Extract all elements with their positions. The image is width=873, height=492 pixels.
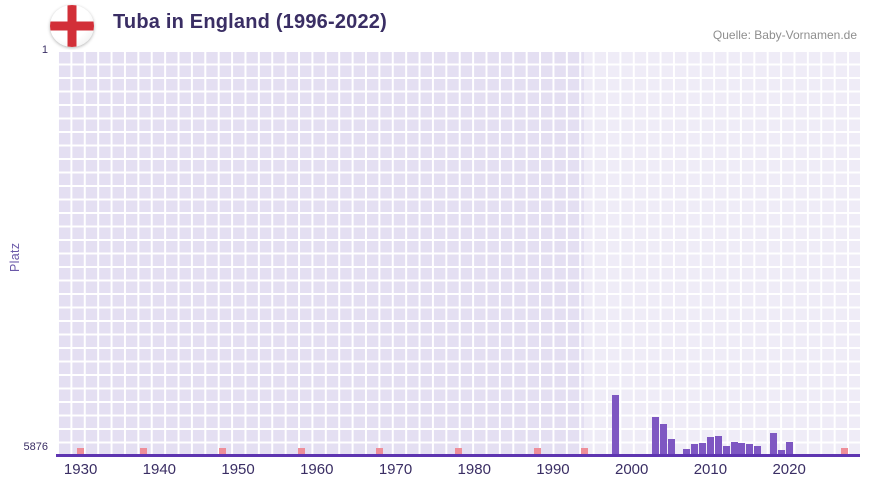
no-data-marker-1948 xyxy=(218,448,226,455)
bar-2008 xyxy=(691,444,699,455)
bar-2015 xyxy=(746,443,754,455)
x-tick-1970: 1970 xyxy=(378,461,413,478)
bar-2016 xyxy=(754,446,762,455)
bar-2012 xyxy=(722,445,730,455)
bar-2013 xyxy=(730,441,738,455)
bars-layer xyxy=(57,50,860,455)
bar-2020 xyxy=(785,442,793,455)
bar-2010 xyxy=(706,437,714,455)
no-data-marker-2027 xyxy=(840,448,848,455)
x-tick-1990: 1990 xyxy=(536,461,570,478)
x-tick-1930: 1930 xyxy=(63,461,98,478)
bar-2004 xyxy=(659,423,667,455)
no-data-markers-layer xyxy=(57,50,860,455)
bar-2019 xyxy=(777,449,785,455)
bar-1998 xyxy=(612,395,620,455)
no-data-marker-1930 xyxy=(77,448,85,455)
bar-2009 xyxy=(699,442,707,455)
x-tick-1940: 1940 xyxy=(142,461,177,478)
bar-2018 xyxy=(769,433,777,455)
no-data-marker-1988 xyxy=(533,448,541,455)
y-tick-min: 5876 xyxy=(23,441,48,453)
x-tick-2000: 2000 xyxy=(615,461,649,478)
flag-cross-horizontal xyxy=(50,21,94,31)
no-data-marker-1968 xyxy=(376,448,384,455)
bar-2014 xyxy=(738,442,746,455)
x-axis-line xyxy=(56,454,860,457)
x-tick-1950: 1950 xyxy=(221,461,255,478)
bar-2005 xyxy=(667,438,675,455)
england-flag-icon xyxy=(50,5,94,47)
no-data-marker-1994 xyxy=(580,448,588,455)
y-tick-max: 1 xyxy=(41,44,48,56)
x-tick-2010: 2010 xyxy=(693,461,728,478)
x-tick-1960: 1960 xyxy=(300,461,334,478)
highlight-band xyxy=(584,50,860,455)
chart-title: Tuba in England (1996-2022) xyxy=(113,11,387,33)
x-tick-2020: 2020 xyxy=(772,461,806,478)
y-axis-label: Platz xyxy=(8,242,22,272)
no-data-marker-1978 xyxy=(455,448,462,455)
no-data-marker-1958 xyxy=(297,448,305,455)
bar-2003 xyxy=(651,417,659,455)
no-data-marker-1938 xyxy=(140,448,148,455)
source-attribution: Quelle: Baby-Vornamen.de xyxy=(712,28,857,42)
bar-2007 xyxy=(683,449,691,455)
chart-area xyxy=(56,50,860,457)
chart-grid xyxy=(57,50,860,455)
x-tick-1980: 1980 xyxy=(457,461,491,478)
bar-2011 xyxy=(714,435,722,455)
